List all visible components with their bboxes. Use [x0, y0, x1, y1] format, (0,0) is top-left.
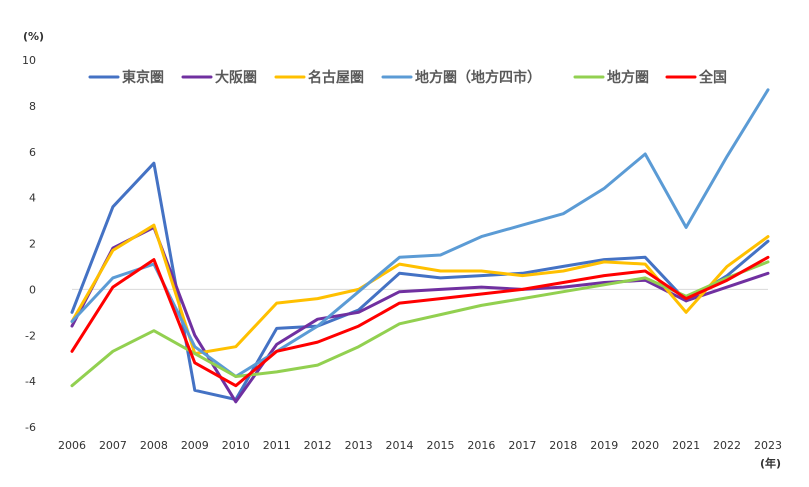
y-tick-label: 0 — [29, 283, 36, 296]
y-tick-label: -2 — [25, 329, 36, 342]
series-line-3 — [70, 88, 770, 378]
y-tick-label: 8 — [29, 100, 36, 113]
legend-label: 大阪圏 — [215, 69, 257, 86]
x-tick-label: 2019 — [590, 439, 618, 452]
y-tick-label: 6 — [29, 146, 36, 159]
legend-item: 地方圏（地方四市） — [381, 69, 541, 86]
legend-label: 名古屋圏 — [308, 69, 364, 86]
y-tick-label: -4 — [25, 375, 36, 388]
x-tick-label: 2011 — [263, 439, 291, 452]
x-axis-unit: (年) — [760, 456, 781, 470]
legend: 東京圏 大阪圏 名古屋圏 地方圏（地方四市） 地方圏 全国 — [88, 69, 727, 86]
legend-item: 名古屋圏 — [274, 69, 364, 86]
x-tick-label: 2023 — [754, 439, 782, 452]
x-tick-label: 2009 — [181, 439, 209, 452]
legend-label: 地方圏 — [607, 69, 649, 86]
x-tick-label: 2013 — [345, 439, 373, 452]
series-line-5 — [70, 255, 770, 388]
x-tick-label: 2015 — [426, 439, 454, 452]
x-tick-label: 2006 — [58, 439, 86, 452]
y-tick-label: -6 — [25, 421, 36, 434]
x-tick-label: 2012 — [304, 439, 332, 452]
x-tick-label: 2018 — [549, 439, 577, 452]
series-line-1 — [70, 225, 770, 404]
series-line-4 — [70, 260, 770, 388]
legend-item: 全国 — [665, 69, 727, 86]
x-tick-label: 2014 — [386, 439, 414, 452]
x-tick-label: 2007 — [99, 439, 127, 452]
y-tick-label: 2 — [29, 238, 36, 251]
legend-label: 地方圏（地方四市） — [415, 69, 541, 86]
legend-label: 東京圏 — [122, 69, 164, 86]
y-tick-label: 10 — [22, 54, 36, 67]
legend-item: 東京圏 — [88, 69, 164, 86]
series-line-0 — [70, 161, 770, 401]
legend-label: 全国 — [698, 69, 727, 86]
x-tick-label: 2020 — [631, 439, 659, 452]
x-tick-label: 2022 — [713, 439, 741, 452]
series-lines — [70, 88, 770, 404]
y-axis-ticks: -6 -4 -2 0 2 4 6 8 10 — [22, 54, 36, 434]
y-tick-label: 4 — [29, 192, 36, 205]
x-tick-label: 2010 — [222, 439, 250, 452]
x-tick-label: 2016 — [467, 439, 495, 452]
x-tick-label: 2021 — [672, 439, 700, 452]
legend-item: 大阪圏 — [181, 69, 257, 86]
x-axis-ticks: 2006 2007 2008 2009 2010 2011 2012 2013 2014 2015… — [58, 439, 782, 452]
x-tick-label: 2017 — [508, 439, 536, 452]
y-axis-unit: (%) — [23, 30, 44, 43]
x-tick-label: 2008 — [140, 439, 168, 452]
legend-item: 地方圏 — [573, 69, 649, 86]
